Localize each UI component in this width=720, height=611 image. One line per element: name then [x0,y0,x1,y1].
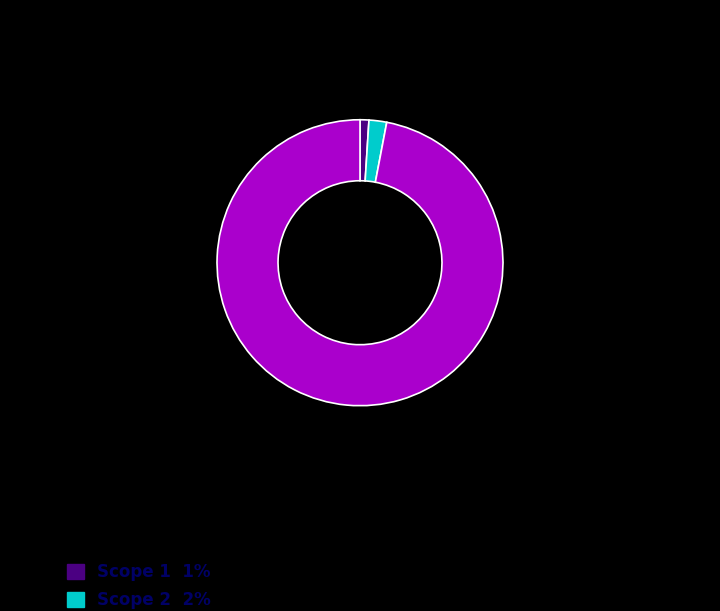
Legend: Scope 1  1%, Scope 2  2%, Scope 3  97%: Scope 1 1%, Scope 2 2%, Scope 3 97% [58,555,230,611]
Wedge shape [217,120,503,406]
Wedge shape [360,120,369,181]
Wedge shape [365,120,387,182]
